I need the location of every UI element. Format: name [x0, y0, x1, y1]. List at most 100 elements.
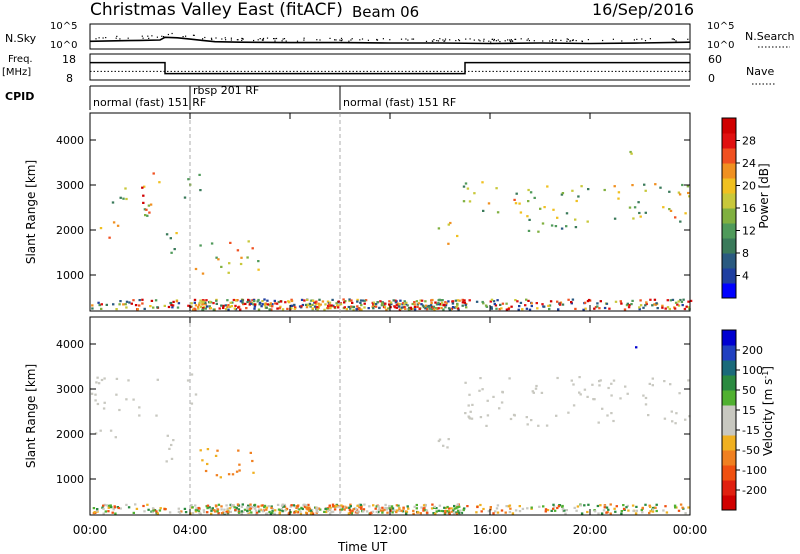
echo-cell — [644, 396, 648, 400]
near-range-cell — [598, 307, 601, 310]
nsky-point — [687, 38, 689, 40]
colorbar-cell — [722, 118, 736, 134]
near-range-cell — [398, 305, 401, 308]
near-range-cell — [132, 299, 135, 302]
near-range-cell — [593, 510, 597, 513]
nsky-point — [527, 38, 529, 40]
near-range-cell — [418, 307, 421, 310]
near-range-cell — [256, 300, 259, 303]
near-range-cell — [392, 299, 395, 302]
near-range-cell — [279, 305, 282, 308]
nsky-point — [147, 35, 149, 37]
near-range-cell — [511, 512, 515, 515]
echo-cell — [644, 211, 647, 214]
near-range-cell — [375, 505, 378, 508]
echo-cell — [537, 424, 540, 427]
near-range-cell — [372, 301, 376, 304]
x-tick-label: 00:00 — [73, 523, 108, 537]
near-range-cell — [326, 306, 329, 309]
near-range-cell — [360, 304, 363, 307]
nsky-point — [230, 39, 232, 41]
near-range-cell — [521, 507, 525, 510]
nsky-point — [633, 39, 635, 41]
echo-cell — [147, 204, 151, 207]
near-range-cell — [172, 300, 175, 303]
nsky-point — [156, 36, 158, 38]
near-range-cell — [329, 508, 332, 511]
near-range-cell — [222, 304, 225, 307]
near-range-cell — [648, 511, 651, 515]
near-range-cell — [381, 303, 384, 306]
near-range-cell — [241, 301, 244, 304]
near-range-cell — [615, 505, 618, 508]
echo-cell — [90, 392, 94, 395]
near-range-cell — [425, 304, 428, 307]
near-range-cell — [232, 298, 236, 302]
near-range-cell — [102, 512, 105, 515]
freq-tick-lo: 8 — [66, 72, 73, 85]
near-range-cell — [528, 308, 532, 311]
near-range-cell — [360, 506, 363, 509]
near-range-cell — [548, 304, 552, 307]
echo-cell — [446, 446, 449, 449]
near-range-cell — [236, 503, 240, 506]
nsky-point — [555, 39, 557, 42]
station-title: Christmas Valley East (fitACF) — [90, 0, 343, 20]
near-range-cell — [288, 301, 291, 304]
echo-cell — [574, 226, 578, 229]
nsky-point — [432, 40, 434, 42]
nsky-point — [510, 39, 512, 41]
nsky-point — [549, 40, 551, 42]
near-range-cell — [187, 304, 190, 307]
echo-cell — [100, 378, 104, 382]
near-range-cell — [214, 504, 218, 507]
echo-cell — [617, 197, 620, 200]
near-range-cell — [661, 304, 664, 307]
near-range-cell — [270, 506, 273, 509]
near-range-cell — [119, 300, 122, 303]
near-range-cell — [168, 511, 172, 514]
echo-cell — [648, 382, 651, 385]
nsky-point — [575, 40, 577, 42]
near-range-cell — [510, 305, 513, 308]
echo-cell — [575, 199, 578, 203]
near-range-cell — [407, 507, 410, 510]
near-range-cell — [681, 506, 684, 509]
near-range-cell — [401, 302, 405, 305]
near-range-cell — [508, 504, 512, 507]
near-range-cell — [339, 510, 342, 513]
echo-cell — [481, 388, 484, 391]
nsky-point — [257, 39, 259, 41]
near-range-cell — [305, 504, 308, 507]
near-range-cell — [501, 302, 505, 305]
near-range-cell — [252, 303, 255, 306]
near-range-cell — [450, 510, 453, 513]
y-tick-label: 3000 — [56, 383, 84, 396]
near-range-cell — [596, 305, 599, 308]
nsky-point — [443, 40, 445, 42]
near-range-cell — [258, 510, 261, 513]
near-range-cell — [435, 307, 438, 310]
near-range-cell — [246, 511, 249, 514]
near-range-cell — [485, 305, 489, 308]
near-range-cell — [552, 507, 555, 510]
nsky-point — [348, 40, 350, 42]
nsky-point — [407, 39, 409, 41]
echo-cell — [688, 195, 691, 198]
near-range-cell — [306, 303, 310, 306]
nsky-point — [102, 37, 104, 39]
echo-cell — [671, 420, 674, 423]
nsky-point — [316, 39, 318, 41]
echo-cell — [560, 193, 564, 196]
near-range-cell — [408, 306, 411, 310]
near-range-cell — [525, 298, 528, 301]
near-range-cell — [428, 307, 431, 310]
near-range-cell — [379, 509, 382, 512]
near-range-cell — [530, 507, 533, 510]
near-range-cell — [328, 512, 332, 515]
near-range-cell — [250, 511, 253, 514]
near-range-cell — [309, 304, 312, 307]
echo-cell — [647, 414, 650, 417]
nsky-point — [479, 40, 481, 42]
